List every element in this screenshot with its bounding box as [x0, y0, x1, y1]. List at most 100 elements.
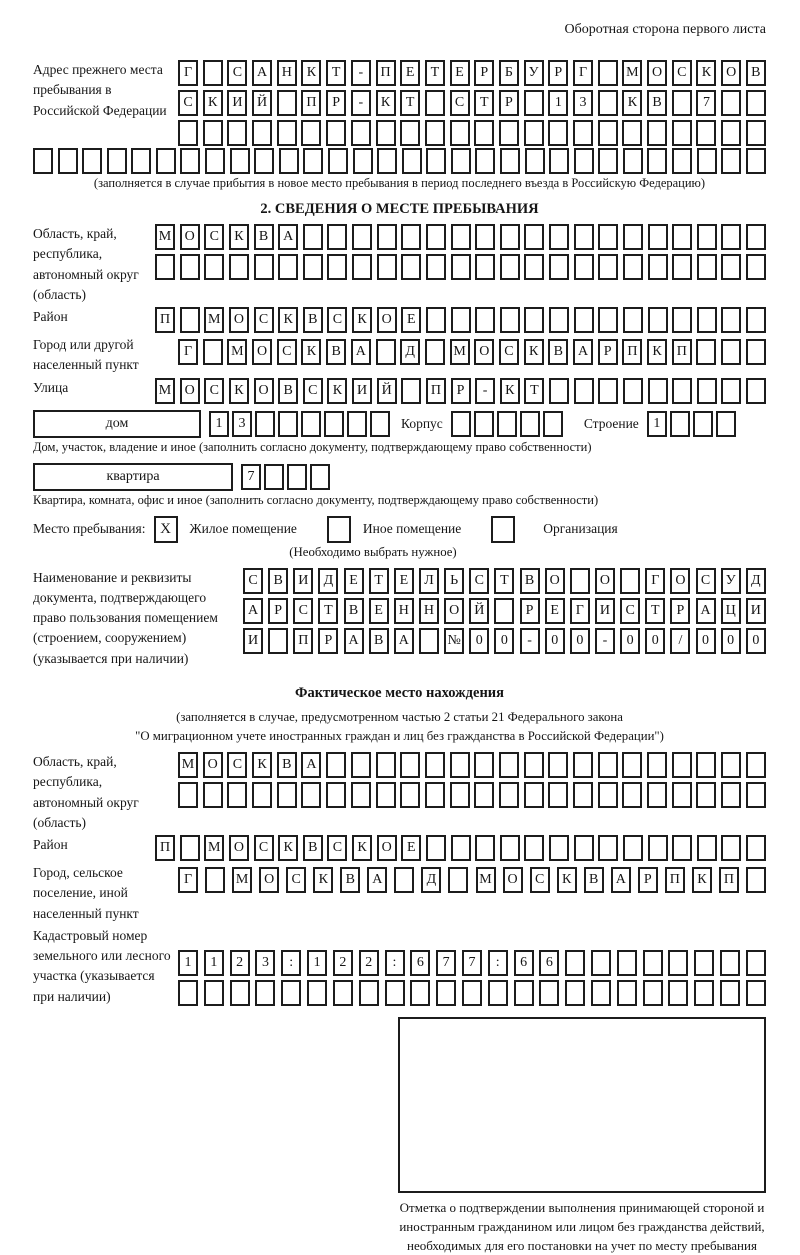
char-cell[interactable]	[696, 339, 717, 365]
char-cell[interactable]	[326, 752, 347, 779]
char-cell[interactable]	[401, 148, 422, 174]
char-cell[interactable]	[672, 377, 693, 404]
char-cell[interactable]	[384, 979, 405, 1006]
char-cell[interactable]	[720, 979, 741, 1006]
char-cell[interactable]	[205, 148, 226, 174]
inoe-checkbox[interactable]	[326, 515, 351, 543]
char-cell[interactable]: Е	[343, 567, 364, 594]
char-cell[interactable]	[278, 410, 298, 437]
char-cell[interactable]: Н	[393, 597, 414, 624]
char-cell[interactable]: К	[252, 752, 273, 779]
char-cell[interactable]	[746, 254, 766, 280]
char-cell[interactable]	[672, 307, 693, 333]
char-cell[interactable]	[597, 782, 618, 809]
char-cell[interactable]	[548, 120, 569, 146]
char-cell[interactable]: В	[368, 627, 389, 654]
char-cell[interactable]	[155, 254, 175, 280]
char-cell[interactable]: Н	[276, 60, 297, 86]
char-cell[interactable]: С	[227, 752, 248, 779]
char-cell[interactable]: К	[278, 307, 299, 333]
char-cell[interactable]	[400, 120, 421, 146]
char-cell[interactable]: Т	[318, 597, 339, 624]
char-cell[interactable]: А	[610, 867, 631, 894]
char-cell[interactable]	[449, 782, 470, 809]
char-cell[interactable]	[377, 148, 398, 174]
char-cell[interactable]: Е	[544, 597, 565, 624]
char-cell[interactable]: С	[243, 567, 263, 594]
char-cell[interactable]: Д	[745, 567, 766, 594]
char-cell[interactable]	[180, 148, 201, 174]
char-cell[interactable]: Т	[524, 377, 545, 404]
char-cell[interactable]	[498, 782, 519, 809]
char-cell[interactable]	[569, 567, 590, 594]
char-cell[interactable]	[474, 782, 495, 809]
char-cell[interactable]	[671, 752, 692, 779]
char-cell[interactable]: К	[327, 377, 348, 404]
char-cell[interactable]: О	[179, 377, 200, 404]
char-cell[interactable]: Л	[418, 567, 439, 594]
char-cell[interactable]	[745, 867, 766, 894]
char-cell[interactable]	[746, 307, 766, 333]
char-cell[interactable]	[524, 835, 545, 862]
char-cell[interactable]: Р	[498, 90, 519, 116]
char-cell[interactable]	[436, 979, 457, 1006]
char-cell[interactable]	[721, 90, 742, 116]
char-cell[interactable]: -	[350, 90, 371, 116]
char-cell[interactable]	[573, 120, 593, 146]
char-cell[interactable]: В	[583, 867, 604, 894]
char-cell[interactable]	[597, 90, 618, 116]
char-cell[interactable]: Р	[548, 60, 569, 86]
char-cell[interactable]: 3	[573, 90, 593, 116]
char-cell[interactable]: 7	[436, 949, 457, 976]
char-cell[interactable]	[597, 752, 618, 779]
char-cell[interactable]	[449, 120, 470, 146]
char-cell[interactable]: О	[252, 339, 273, 365]
char-cell[interactable]	[425, 224, 446, 250]
char-cell[interactable]	[450, 148, 471, 174]
char-cell[interactable]	[696, 377, 717, 404]
char-cell[interactable]: Т	[368, 567, 389, 594]
char-cell[interactable]	[475, 224, 496, 250]
char-cell[interactable]: О	[647, 60, 668, 86]
char-cell[interactable]	[229, 148, 250, 174]
char-cell[interactable]: В	[276, 752, 297, 779]
char-cell[interactable]: 7	[241, 463, 261, 490]
char-cell[interactable]	[616, 979, 637, 1006]
char-cell[interactable]	[474, 752, 495, 779]
char-cell[interactable]	[376, 254, 397, 280]
char-cell[interactable]: 0	[544, 627, 565, 654]
char-cell[interactable]	[327, 148, 348, 174]
char-cell[interactable]	[598, 254, 619, 280]
char-cell[interactable]: Д	[421, 867, 442, 894]
char-cell[interactable]	[450, 254, 471, 280]
char-cell[interactable]	[205, 867, 226, 894]
char-cell[interactable]	[326, 782, 347, 809]
char-cell[interactable]: -	[594, 627, 615, 654]
char-cell[interactable]: К	[301, 339, 322, 365]
char-cell[interactable]	[499, 148, 520, 174]
char-cell[interactable]: Д	[400, 339, 421, 365]
char-cell[interactable]	[647, 148, 668, 174]
char-cell[interactable]: К	[352, 835, 372, 862]
char-cell[interactable]: А	[243, 597, 263, 624]
char-cell[interactable]: Д	[318, 567, 339, 594]
char-cell[interactable]: О	[721, 60, 742, 86]
char-cell[interactable]	[57, 148, 78, 174]
char-cell[interactable]	[548, 782, 569, 809]
char-cell[interactable]: М	[178, 752, 198, 779]
char-cell[interactable]	[450, 835, 471, 862]
char-cell[interactable]: И	[594, 597, 615, 624]
char-cell[interactable]	[227, 782, 248, 809]
char-cell[interactable]	[622, 782, 643, 809]
char-cell[interactable]: 7	[461, 949, 482, 976]
char-cell[interactable]	[498, 120, 519, 146]
char-cell[interactable]: К	[352, 307, 372, 333]
char-cell[interactable]: К	[696, 60, 717, 86]
char-cell[interactable]	[672, 148, 693, 174]
char-cell[interactable]	[573, 254, 594, 280]
char-cell[interactable]: П	[155, 307, 175, 333]
char-cell[interactable]: О	[502, 867, 523, 894]
char-cell[interactable]	[696, 307, 717, 333]
char-cell[interactable]: С	[671, 60, 692, 86]
char-cell[interactable]	[310, 463, 330, 490]
